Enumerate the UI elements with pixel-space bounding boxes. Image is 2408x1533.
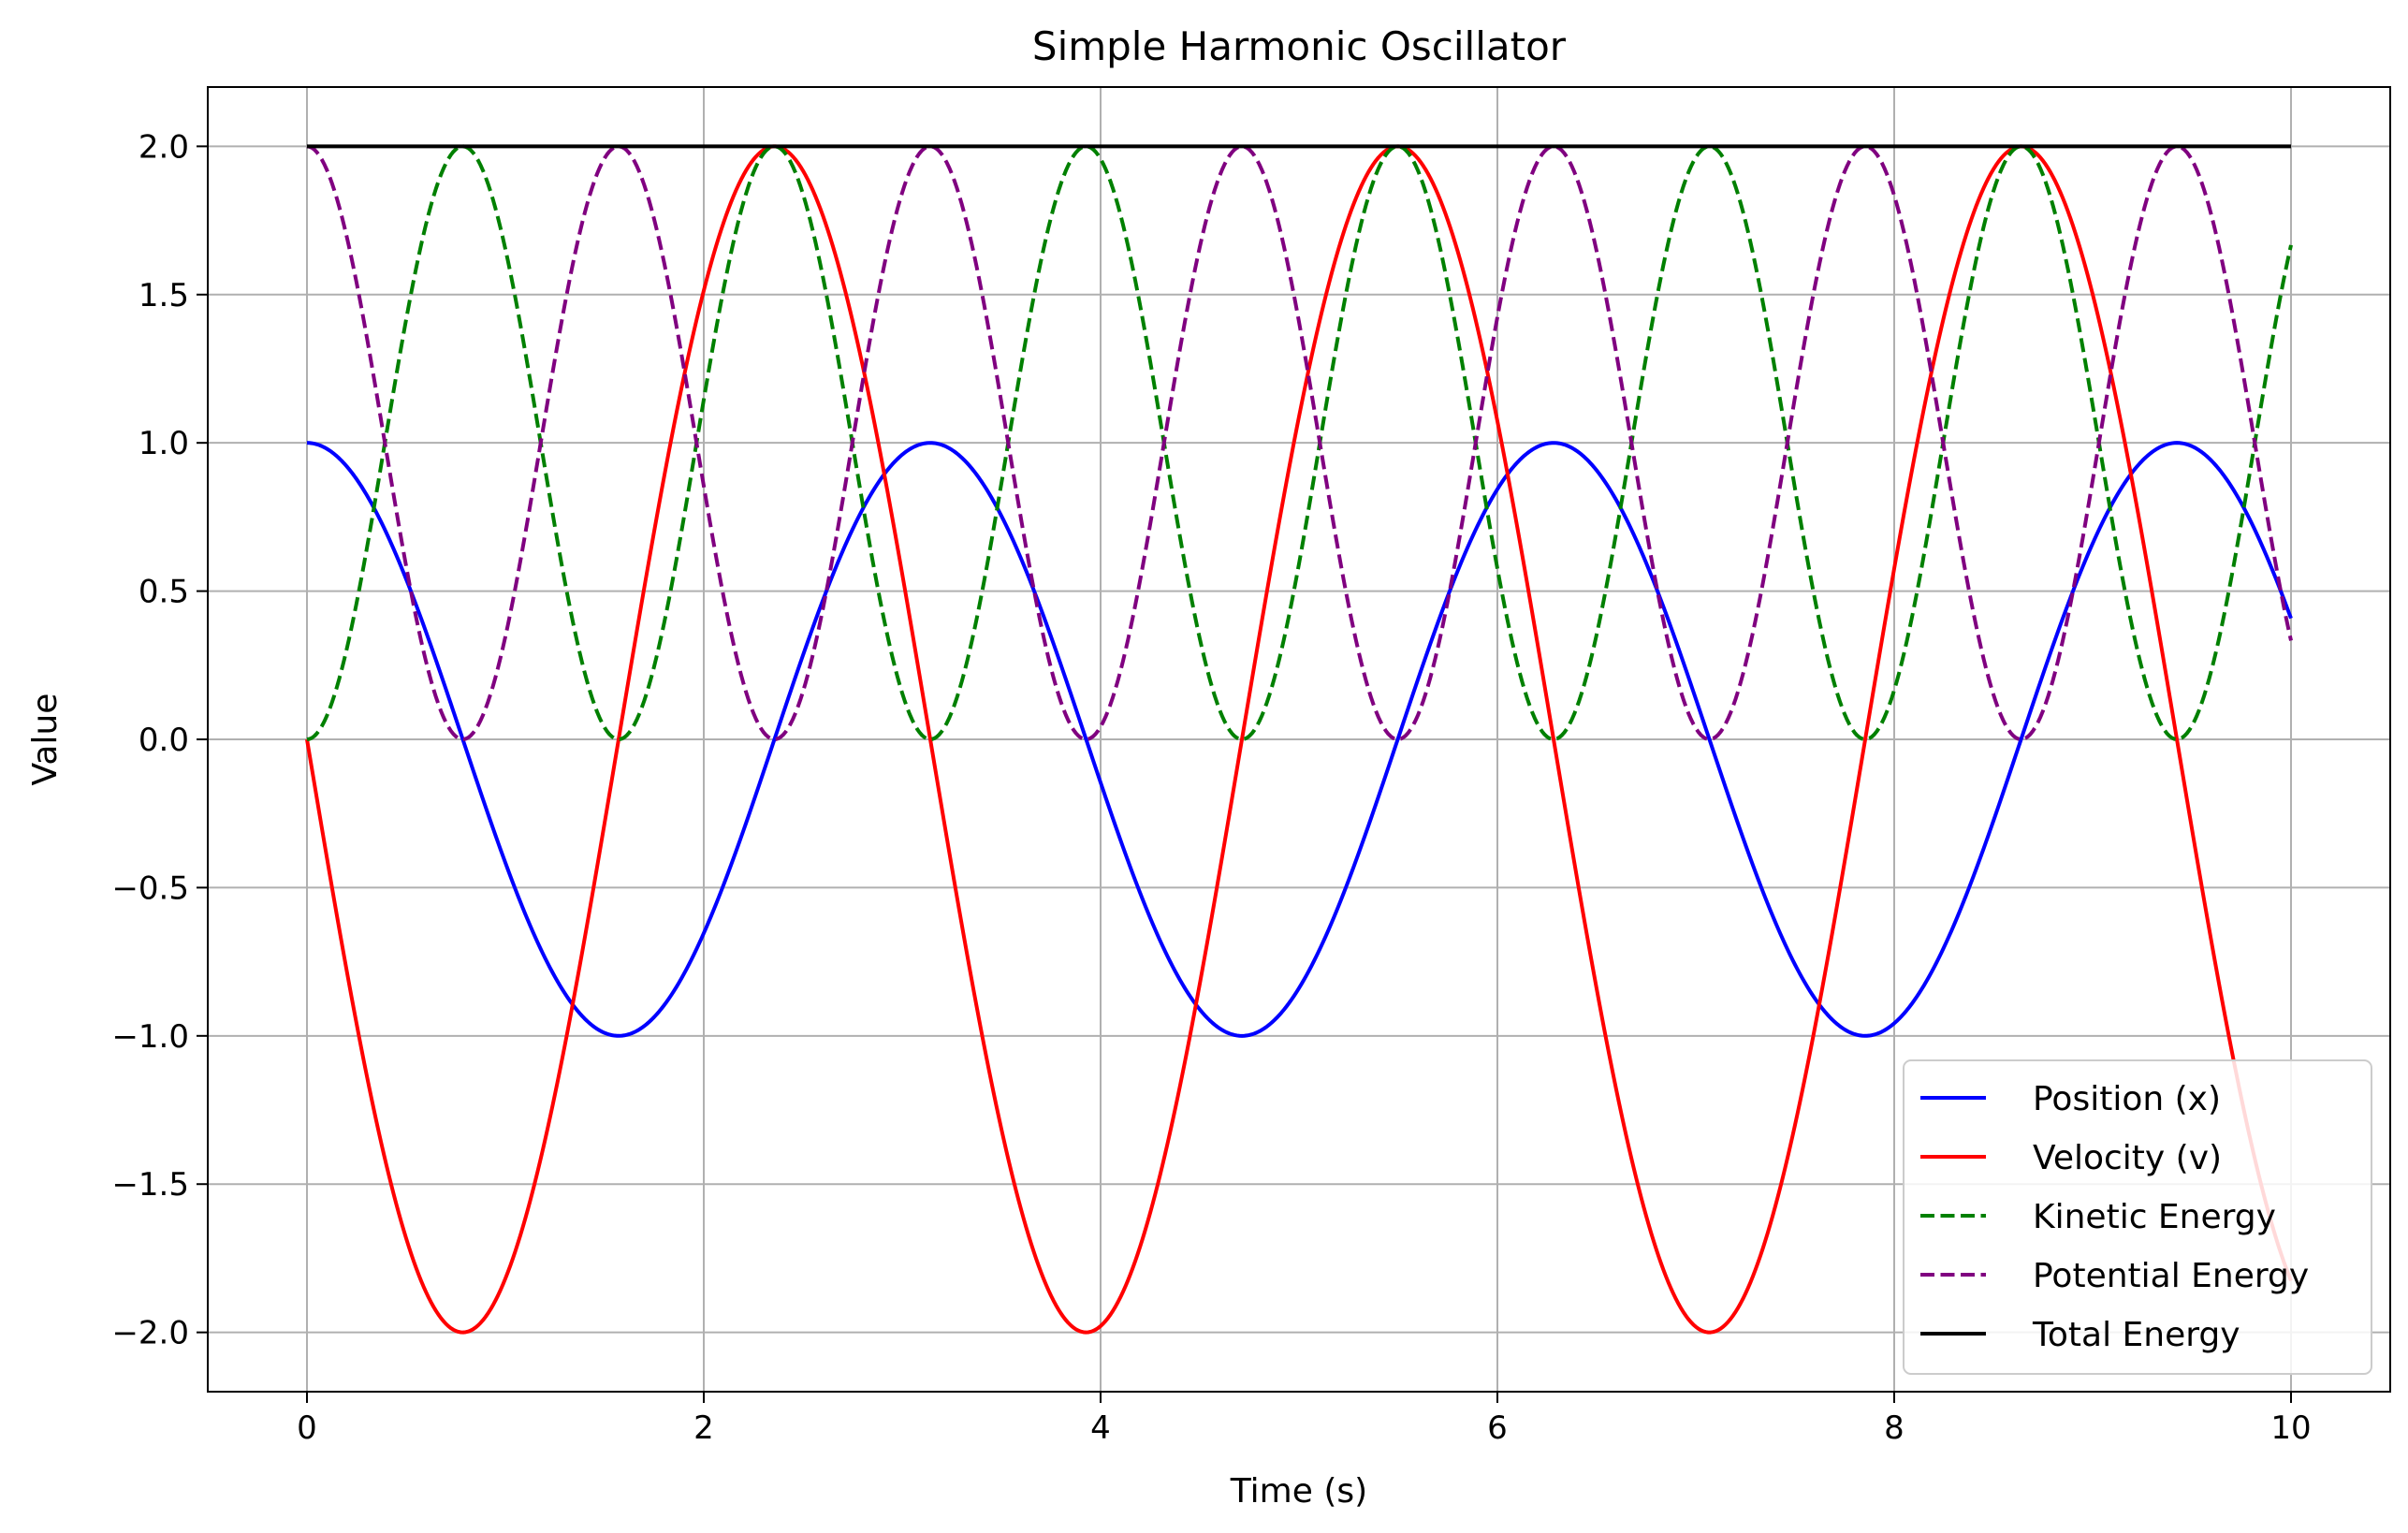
y-tick-label: 0.0 <box>139 722 189 759</box>
x-tick-label: 8 <box>1884 1409 1905 1447</box>
y-axis-label: Value <box>26 694 65 786</box>
x-tick-label: 10 <box>2270 1409 2311 1447</box>
x-tick-label: 2 <box>693 1409 714 1447</box>
series-line-0 <box>306 441 2293 1038</box>
y-tick-label: −0.5 <box>111 869 189 907</box>
x-axis-label: Time (s) <box>1230 1472 1367 1511</box>
legend-box <box>1903 1059 2372 1375</box>
y-tick-label: −1.5 <box>111 1166 189 1204</box>
legend-label: Position (x) <box>2033 1080 2221 1118</box>
legend-label: Kinetic Energy <box>2033 1198 2276 1236</box>
y-tick-label: 0.5 <box>139 574 189 611</box>
legend: Position (x) Velocity (v) Kinetic Energy Po… <box>1903 1059 2372 1375</box>
series-line-2 <box>306 144 2293 741</box>
legend-label: Potential Energy <box>2033 1257 2309 1295</box>
y-tick-label: −1.0 <box>111 1018 189 1056</box>
x-axis-ticks: 0 2 4 6 8 10 <box>297 1392 2312 1447</box>
y-tick-label: 2.0 <box>139 128 189 166</box>
y-tick-label: 1.5 <box>139 277 189 314</box>
series-layer <box>305 144 2293 1335</box>
x-tick-label: 0 <box>297 1409 317 1447</box>
y-axis-ticks: −2.0 −1.5 −1.0 −0.5 0.0 0.5 1.0 1.5 2.0 <box>111 128 208 1352</box>
y-tick-label: −2.0 <box>111 1315 189 1352</box>
x-tick-label: 6 <box>1487 1409 1508 1447</box>
chart-title: Simple Harmonic Oscillator <box>1032 23 1567 69</box>
x-tick-label: 4 <box>1090 1409 1111 1447</box>
y-tick-label: 1.0 <box>139 425 189 462</box>
legend-label: Velocity (v) <box>2033 1139 2222 1177</box>
legend-label: Total Energy <box>2032 1316 2240 1354</box>
series-line-3 <box>306 144 2293 741</box>
series-line-1 <box>305 144 2293 1335</box>
